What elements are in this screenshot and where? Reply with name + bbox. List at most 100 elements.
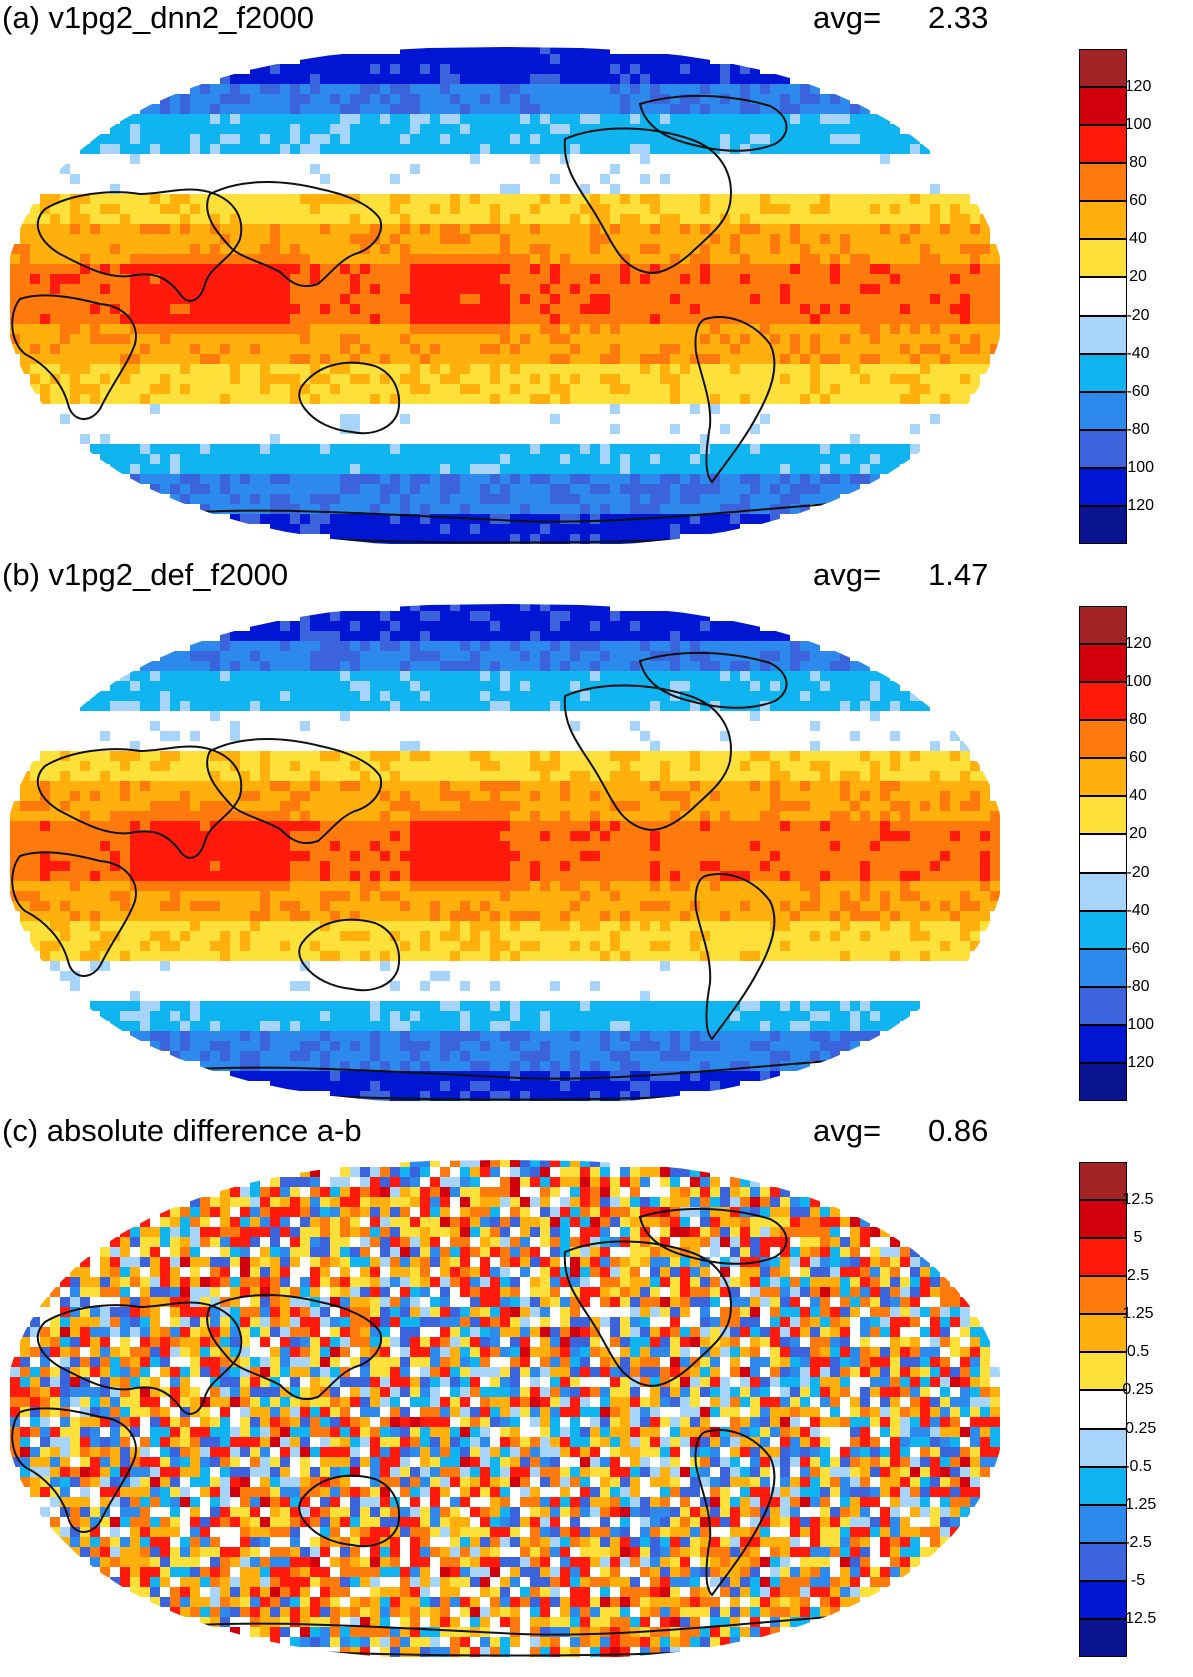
coastline	[36, 1301, 243, 1415]
colorbar-swatch	[1079, 1580, 1127, 1619]
colorbar-tick-label: 120	[1124, 78, 1152, 96]
avg-value: 1.47	[928, 557, 989, 592]
colorbar-swatch	[1079, 1062, 1127, 1101]
coastlines	[11, 1208, 891, 1657]
colorbar-swatch	[1079, 163, 1127, 202]
colorbar-swatch	[1079, 467, 1127, 506]
colorbar-swatch	[1079, 87, 1127, 126]
colorbar-swatch	[1079, 315, 1127, 354]
colorbar-tick-label: 5	[1133, 1229, 1143, 1247]
colorbar-swatch	[1079, 239, 1127, 278]
coastline	[563, 684, 732, 831]
colorbar-swatch	[1079, 910, 1127, 949]
coastline	[36, 188, 243, 302]
colorbar-tick-label: -100	[1121, 1015, 1155, 1033]
colorbar-tick-label: 80	[1129, 711, 1147, 729]
coastline	[638, 652, 788, 709]
colorbar-swatch	[1079, 1276, 1127, 1315]
field-cells	[10, 1160, 1000, 1657]
colorbar-swatch	[1079, 1352, 1127, 1391]
coastline	[206, 738, 383, 845]
colorbar-swatch	[1079, 1024, 1127, 1063]
avg-value: 2.33	[928, 0, 989, 35]
colorbar-tick-label: -120	[1121, 1053, 1155, 1071]
colorbar-tick-label: 40	[1129, 230, 1147, 248]
avg-value: 0.86	[928, 1113, 989, 1148]
colorbar	[1079, 1162, 1127, 1657]
colorbar-tick-label: 80	[1129, 154, 1147, 172]
coastline	[694, 1429, 776, 1597]
colorbar-swatch	[1079, 1618, 1127, 1657]
coastline	[298, 361, 400, 435]
avg-label: avg=	[813, 1113, 882, 1148]
avg-label: avg=	[813, 557, 882, 592]
colorbar-tick-label: 2.5	[1126, 1267, 1150, 1285]
coastline	[11, 294, 137, 420]
coastline	[563, 127, 732, 274]
colorbar-swatch	[1079, 796, 1127, 835]
colorbar-tick-label: -20	[1126, 863, 1150, 881]
colorbar-tick-label: 60	[1129, 749, 1147, 767]
colorbar-swatch	[1079, 1428, 1127, 1467]
colorbar-tick-label: -80	[1126, 420, 1150, 438]
colorbar-tick-label: -2.5	[1124, 1533, 1152, 1551]
colorbar-swatch	[1079, 1162, 1127, 1201]
colorbar-tick-label: -40	[1126, 901, 1150, 919]
colorbar-tick-label: 100	[1124, 116, 1152, 134]
colorbar-tick-label: -0.25	[1119, 1419, 1157, 1437]
coastlines	[11, 95, 891, 544]
colorbar-tick-label: -60	[1126, 382, 1150, 400]
world-map	[10, 604, 1000, 1101]
colorbar-swatch	[1079, 391, 1127, 430]
colorbar-swatch	[1079, 1314, 1127, 1353]
colorbar	[1079, 606, 1127, 1101]
colorbar-swatch	[1079, 505, 1127, 544]
colorbar-tick-label: -60	[1126, 939, 1150, 957]
coastline	[36, 745, 243, 859]
colorbar-tick-label: -5	[1130, 1571, 1146, 1589]
coastline	[563, 1240, 732, 1387]
colorbar-swatch	[1079, 682, 1127, 721]
colorbar-tick-label: 120	[1124, 635, 1152, 653]
colorbar-tick-label: 20	[1129, 268, 1147, 286]
colorbar-swatch	[1079, 834, 1127, 873]
colorbar-swatch	[1079, 1200, 1127, 1239]
colorbar-swatch	[1079, 353, 1127, 392]
colorbar-tick-label: -12.5	[1119, 1609, 1157, 1627]
colorbar-swatch	[1079, 277, 1127, 316]
colorbar-tick-label: 100	[1124, 673, 1152, 691]
colorbar-swatch	[1079, 201, 1127, 240]
colorbar-tick-label: -120	[1121, 496, 1155, 514]
colorbar-swatch	[1079, 1238, 1127, 1277]
colorbar	[1079, 49, 1127, 544]
colorbar-swatch	[1079, 606, 1127, 645]
panel-title: (b) v1pg2_def_f2000	[2, 557, 289, 592]
colorbar-tick-label: 0.5	[1126, 1343, 1150, 1361]
colorbar-tick-label: -20	[1126, 306, 1150, 324]
colorbar-swatch	[1079, 429, 1127, 468]
panel-title: (a) v1pg2_dnn2_f2000	[2, 0, 314, 35]
coastline	[206, 181, 383, 288]
coastline	[694, 316, 776, 484]
colorbar-tick-label: 1.25	[1122, 1305, 1154, 1323]
coastline	[11, 851, 137, 977]
colorbar-swatch	[1079, 125, 1127, 164]
world-map	[10, 47, 1000, 544]
colorbar-tick-label: -80	[1126, 977, 1150, 995]
colorbar-swatch	[1079, 720, 1127, 759]
coastline	[298, 1474, 400, 1548]
colorbar-swatch	[1079, 1390, 1127, 1429]
field-cells	[10, 604, 1000, 1101]
colorbar-swatch	[1079, 872, 1127, 911]
coastline	[694, 873, 776, 1041]
world-map	[10, 1160, 1000, 1657]
colorbar-tick-label: 60	[1129, 192, 1147, 210]
colorbar-swatch	[1079, 644, 1127, 683]
colorbar-swatch	[1079, 758, 1127, 797]
colorbar-tick-label: 20	[1129, 825, 1147, 843]
colorbar-tick-label: -1.25	[1119, 1495, 1157, 1513]
colorbar-tick-label: -0.5	[1124, 1457, 1152, 1475]
coastline	[298, 918, 400, 992]
field-cells	[10, 47, 1000, 544]
colorbar-swatch	[1079, 49, 1127, 88]
